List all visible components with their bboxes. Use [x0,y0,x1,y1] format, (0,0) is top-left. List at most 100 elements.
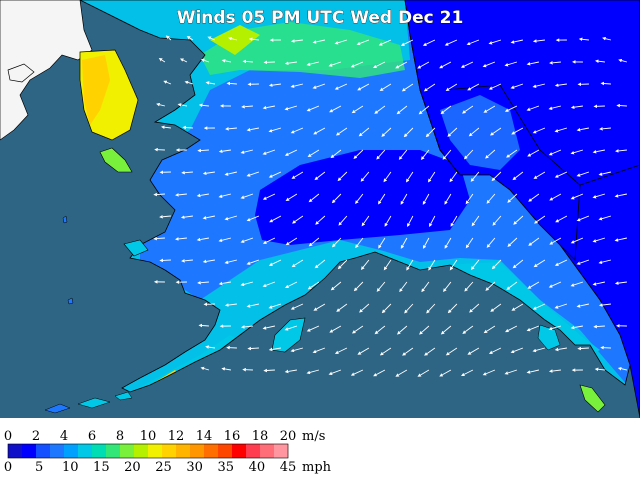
wind-arrow [598,303,611,307]
wind-arrow [361,215,370,227]
legend-tick-mph: 45 [280,460,297,475]
wind-arrow [357,347,370,355]
legend-tick-mph: 0 [4,460,12,475]
wind-arrow [417,369,430,377]
wind-arrow [465,193,474,205]
wind-arrow [284,105,298,111]
wind-arrow [485,149,496,159]
wind-arrow [598,259,612,264]
legend-bar-outline [7,443,289,459]
wind-arrow [221,367,231,371]
wind-arrow [488,83,502,90]
wind-arrow [226,81,237,86]
wind-arrow [486,237,496,248]
wind-arrow [464,281,474,292]
southeast-islands [537,324,561,351]
wind-arrow [491,259,502,270]
wind-arrow [549,61,561,65]
wind-arrow [486,193,496,204]
russia-land [0,0,93,141]
legend-tick-mph: 40 [249,460,266,475]
legend-tick-ms: 10 [140,429,157,444]
wind-map: Winds 05 PM UTC Wed Dec 21 [0,0,640,418]
wind-arrow [532,347,546,353]
wind-arrow [400,237,408,249]
wind-arrow [533,171,546,179]
wind-arrow [205,81,215,85]
wind-arrow [422,39,436,46]
wind-arrow [356,39,370,46]
legend-ms-scale: 0 2 4 6 8 10 12 14 16 18 20 [4,429,296,444]
wind-arrow [175,237,187,241]
wind-arrow [592,237,606,243]
wind-arrow [291,171,304,179]
wind-arrow [576,215,590,222]
wind-arrow [576,127,589,132]
wind-arrow [426,303,436,314]
wind-arrow [396,325,408,335]
wind-arrow [528,193,540,202]
wind-arrow [407,215,414,227]
wind-arrow [240,281,254,287]
wind-arrow [240,325,253,329]
wind-arrow [512,171,524,181]
wind-arrow [445,83,458,92]
wind-arrow [576,259,590,265]
legend-swatch [50,444,65,458]
wind-arrow [469,303,480,313]
wind-arrow [268,83,281,87]
wind-arrow [200,58,210,63]
wind-arrow [160,125,171,129]
wind-arrow [228,36,238,41]
wind-arrow [429,215,436,227]
wind-arrow [554,347,567,352]
wind-arrow [403,127,414,138]
wind-arrow [440,105,452,115]
wind-arrow [240,237,254,243]
wind-arrow [527,281,540,289]
wind-arrow [570,237,584,244]
wind-arrow [439,369,452,377]
wind-arrow [463,149,474,160]
wind-arrow [158,57,166,63]
wind-arrow [592,281,606,286]
wind-arrow [442,149,452,160]
wind-arrow [404,303,414,314]
legend-mph-scale: 0 5 10 15 20 25 30 35 40 45 [4,460,296,475]
wind-arrow [510,347,524,354]
wind-arrow [570,149,584,155]
wind-arrow [488,347,502,354]
wind-arrow [419,325,430,335]
wind-arrow [373,369,386,377]
wind-arrow [153,192,165,197]
wind-arrow [417,61,430,69]
wind-arrow [449,259,458,271]
wind-arrow [329,105,342,113]
legend-swatch [148,444,163,458]
wind-arrow [334,39,348,45]
wind-arrow [460,61,474,68]
wind-arrow [200,366,210,371]
wind-arrow [198,323,209,328]
wind-arrow [224,259,238,264]
wind-arrow [225,127,237,131]
wind-arrow [482,369,496,376]
wind-arrow [218,149,231,154]
wind-arrow [197,280,209,285]
legend-tick-ms: 2 [32,429,40,444]
canada-field-light [440,95,520,170]
wind-arrow [444,237,452,249]
wind-arrow [443,281,452,293]
wind-arrow [444,193,452,205]
legend-ms-unit: m/s [302,429,325,444]
wind-arrow [224,215,238,221]
wind-arrow [330,281,342,291]
wind-arrow [337,171,348,182]
chukotka-strong-wind-core [82,55,110,125]
wind-arrow [510,83,524,89]
wind-arrow [165,35,172,41]
wind-arrow [483,325,496,334]
wind-arrow [355,193,364,205]
wind-arrow [290,347,304,353]
wind-arrow [268,171,282,178]
